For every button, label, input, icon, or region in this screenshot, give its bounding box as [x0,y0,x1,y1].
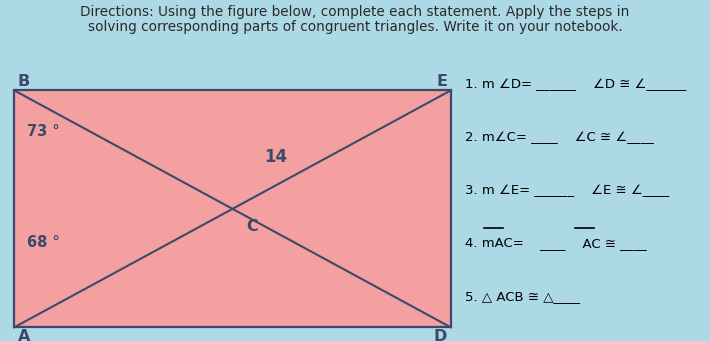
Text: 2. m∠C= ____    ∠C ≅ ∠____: 2. m∠C= ____ ∠C ≅ ∠____ [465,131,654,144]
Text: B: B [18,74,30,89]
Text: 3. m ∠E= ______    ∠E ≅ ∠____: 3. m ∠E= ______ ∠E ≅ ∠____ [465,184,670,197]
Text: 73 °: 73 ° [27,124,60,139]
Text: C: C [247,219,258,234]
Text: E: E [437,74,447,89]
Bar [14,90,451,327]
Text: 4. mAC=: 4. mAC= [465,237,524,250]
Text: 68 °: 68 ° [27,235,60,250]
Text: 14: 14 [265,148,288,166]
Text: solving corresponding parts of congruent triangles. Write it on your notebook.: solving corresponding parts of congruent… [87,20,623,34]
Text: 5. △ ACB ≅ △____: 5. △ ACB ≅ △____ [465,290,580,303]
Text: Directions: Using the figure below, complete each statement. Apply the steps in: Directions: Using the figure below, comp… [80,5,630,19]
Text: D: D [434,329,447,341]
Text: A: A [18,329,30,341]
Text: 1. m ∠D= ______    ∠D ≅ ∠______: 1. m ∠D= ______ ∠D ≅ ∠______ [465,78,687,91]
Text: ____    AC ≅ ____: ____ AC ≅ ____ [540,237,648,250]
